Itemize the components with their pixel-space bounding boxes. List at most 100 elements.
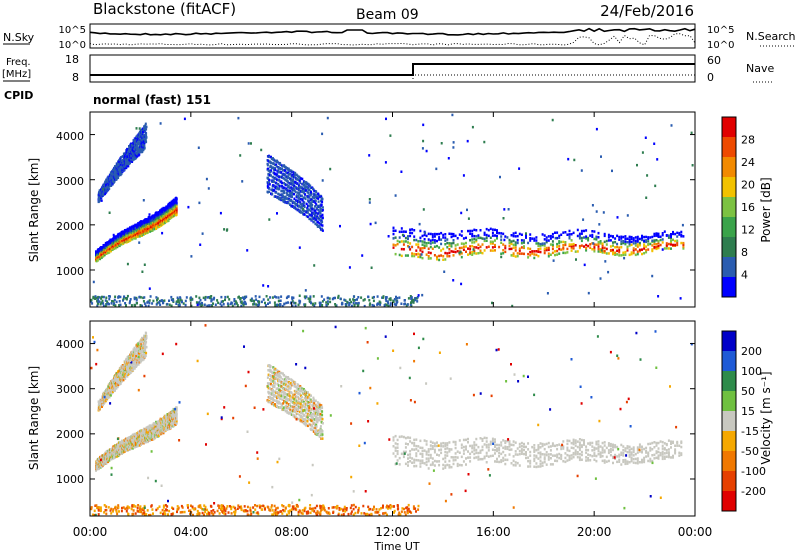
heatmap-cell	[303, 213, 306, 216]
heatmap-cell	[222, 303, 225, 306]
heatmap-cell	[371, 296, 374, 299]
heatmap-cell	[287, 301, 289, 304]
heatmap-cell	[520, 246, 523, 249]
heatmap-cell	[436, 239, 438, 243]
heatmap-cell	[589, 243, 592, 246]
heatmap-cell	[409, 295, 412, 298]
heatmap-cell	[616, 216, 619, 219]
heatmap-cell	[145, 440, 148, 444]
heatmap-cell	[676, 243, 679, 247]
power-heatmap-data	[90, 113, 695, 308]
heatmap-cell	[494, 234, 496, 237]
heatmap-cell	[175, 302, 178, 305]
heatmap-cell	[286, 295, 289, 299]
heatmap-cell	[551, 247, 554, 251]
colorbar-swatch	[722, 277, 736, 298]
heatmap-cell	[274, 195, 276, 198]
heatmap-cell	[280, 171, 283, 174]
heatmap-cell	[112, 169, 115, 172]
heatmap-cell	[272, 175, 274, 179]
heatmap-cell	[104, 192, 107, 196]
heatmap-cell	[285, 187, 288, 190]
heatmap-cell	[413, 252, 416, 256]
heatmap-cell	[638, 237, 641, 241]
heatmap-cell	[184, 303, 187, 307]
heatmap-cell	[427, 247, 430, 250]
heatmap-cell	[644, 136, 647, 139]
heatmap-cell	[523, 239, 525, 242]
heatmap-cell	[337, 296, 340, 299]
freq-label: Freq.	[6, 57, 31, 68]
heatmap-cell	[277, 303, 280, 307]
heatmap-cell	[578, 237, 581, 240]
heatmap-cell	[395, 303, 398, 307]
heatmap-cell	[440, 231, 443, 235]
heatmap-cell	[670, 235, 672, 238]
heatmap-cell	[281, 189, 284, 193]
heatmap-cell	[283, 190, 286, 193]
heatmap-cell	[510, 240, 513, 243]
heatmap-cell	[634, 236, 637, 239]
heatmap-cell	[593, 230, 596, 233]
colorbar-tick: 8	[741, 246, 748, 259]
heatmap-cell	[293, 301, 296, 305]
heatmap-cell	[537, 248, 540, 251]
heatmap-cell	[477, 234, 480, 237]
heatmap-cell	[421, 234, 424, 238]
heatmap-cell	[266, 184, 269, 188]
heatmap-cell	[275, 296, 278, 299]
heatmap-cell	[127, 164, 130, 168]
heatmap-cell	[304, 289, 307, 292]
heatmap-cell	[643, 252, 646, 255]
heatmap-cell	[94, 295, 97, 298]
heatmap-cell	[473, 228, 476, 232]
heatmap-cell	[641, 151, 644, 154]
heatmap-cell	[400, 170, 403, 173]
heatmap-cell	[170, 304, 173, 307]
heatmap-cell	[643, 244, 646, 248]
heatmap-cell	[533, 237, 536, 240]
heatmap-cell	[465, 245, 467, 248]
heatmap-cell	[108, 187, 111, 190]
heatmap-cell	[310, 206, 313, 209]
heatmap-cell	[636, 252, 639, 256]
heatmap-cell	[415, 249, 418, 252]
heatmap-cell	[118, 300, 121, 303]
heatmap-cell	[233, 298, 236, 301]
heatmap-cell	[145, 140, 148, 144]
heatmap-cell	[284, 169, 287, 172]
heatmap-cell	[125, 166, 128, 170]
heatmap-cell	[152, 299, 155, 303]
heatmap-cell	[446, 252, 449, 255]
heatmap-cell	[624, 242, 627, 246]
heatmap-cell	[318, 224, 320, 228]
heatmap-cell	[334, 303, 337, 306]
heatmap-cell	[281, 181, 284, 185]
heatmap-cell	[498, 231, 501, 235]
colorbar-frame	[721, 116, 737, 298]
heatmap-cell	[510, 242, 513, 246]
heatmap-cell	[417, 240, 420, 243]
heatmap-cell	[402, 248, 405, 251]
power-y-axis: 1000 2000 3000 4000	[56, 130, 84, 278]
heatmap-cell	[144, 130, 147, 134]
heatmap-cell	[310, 186, 312, 189]
heatmap-cell	[149, 230, 152, 233]
heatmap-cell	[460, 211, 463, 215]
heatmap-cell	[583, 229, 585, 233]
heatmap-cell	[419, 239, 422, 243]
heatmap-cell	[300, 177, 303, 180]
heatmap-cell	[117, 176, 120, 180]
heatmap-cell	[444, 258, 447, 261]
heatmap-cell	[318, 218, 321, 221]
heatmap-cell	[472, 248, 475, 251]
heatmap-cell	[616, 234, 619, 238]
heatmap-cell	[444, 251, 447, 255]
heatmap-cell	[309, 205, 312, 208]
heatmap-cell	[491, 231, 494, 235]
heatmap-cell	[433, 232, 436, 236]
heatmap-cell	[293, 192, 295, 196]
heatmap-cell	[305, 214, 308, 218]
heatmap-cell	[665, 234, 668, 237]
heatmap-cell	[313, 264, 316, 267]
